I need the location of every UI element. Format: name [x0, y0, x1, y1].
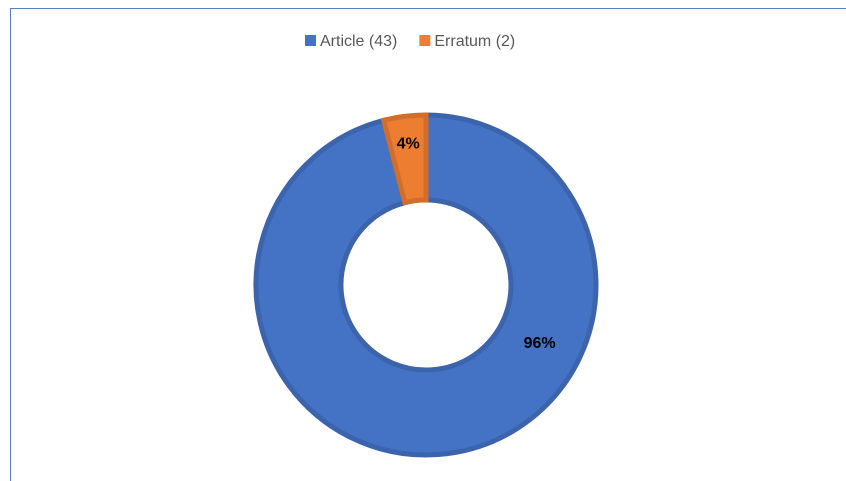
data-label: 4%	[397, 135, 420, 152]
legend-label: Erratum (2)	[434, 33, 515, 50]
legend-swatch	[419, 35, 431, 46]
data-label: 96%	[524, 335, 556, 352]
donut-slice	[380, 112, 429, 206]
legend-swatch	[305, 35, 316, 46]
donut-slice	[253, 112, 599, 458]
legend-label: Article (43)	[320, 33, 397, 50]
